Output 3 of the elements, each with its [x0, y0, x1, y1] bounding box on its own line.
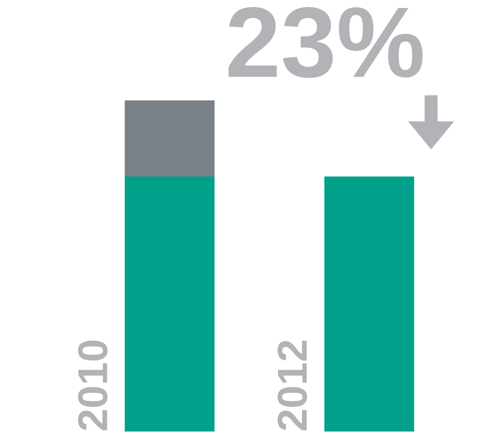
x-tick-label: 2012 [278, 340, 308, 430]
x-tick-label: 2010 [78, 340, 108, 430]
text: 23% [228, 7, 423, 78]
